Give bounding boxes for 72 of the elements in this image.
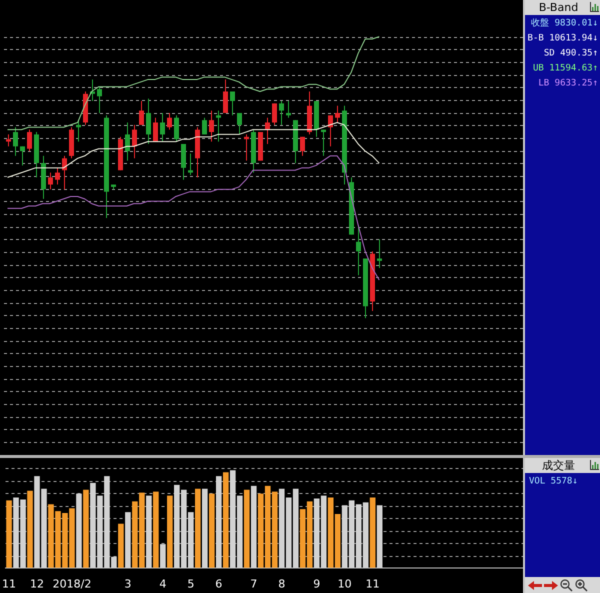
candlestick — [181, 143, 186, 180]
candlestick — [55, 167, 60, 186]
x-tick-label: 11 — [2, 577, 16, 590]
bar — [208, 494, 215, 568]
bar — [195, 488, 201, 568]
candlestick — [139, 100, 144, 126]
text: 成交量 — [542, 458, 575, 472]
candlestick — [27, 129, 32, 152]
text: B-B 10613.94↓ — [528, 33, 598, 44]
candlestick — [356, 224, 361, 276]
text: B-Band — [538, 0, 578, 14]
bar — [250, 486, 257, 568]
x-tick-label: 7 — [250, 577, 258, 590]
x-tick-label: 8 — [278, 577, 286, 590]
bar — [216, 476, 222, 568]
x-tick-label: 2018/2 — [52, 577, 92, 590]
candlestick — [377, 238, 382, 269]
x-tick-label: 3 — [124, 577, 132, 590]
text: SD 490.35↑ — [544, 48, 598, 58]
bar — [83, 490, 89, 568]
x-tick-label: 6 — [215, 577, 222, 590]
candlestick — [279, 100, 284, 126]
x-tick-label: 5 — [187, 577, 194, 590]
bar — [125, 512, 131, 568]
candlestick — [223, 79, 228, 114]
bar — [370, 498, 376, 568]
bar — [27, 490, 33, 568]
text: VOL 5578↓ — [529, 476, 578, 486]
candlestick — [321, 129, 326, 156]
bar — [118, 524, 124, 568]
candlestick — [209, 110, 214, 142]
candlestick — [48, 172, 53, 190]
text: LB 9633.25↑ — [538, 78, 598, 88]
candlestick — [272, 102, 277, 126]
candlestick — [20, 146, 25, 166]
candlestick — [286, 100, 291, 118]
x-tick-label: 4 — [159, 577, 166, 590]
candlestick — [300, 136, 305, 156]
candlestick — [188, 153, 193, 176]
candlestick — [6, 134, 11, 147]
candlestick — [160, 112, 165, 142]
x-tick-label: 10 — [338, 577, 352, 590]
candlestick — [97, 86, 102, 114]
candlestick — [174, 114, 179, 142]
text: 收盤 9830.01↓ — [531, 17, 598, 28]
candlestick — [202, 117, 207, 135]
bar — [222, 472, 229, 568]
bar — [376, 505, 382, 568]
x-tick-label: 11 — [366, 577, 380, 590]
bar — [167, 496, 173, 568]
candlestick — [265, 117, 270, 144]
candlestick — [328, 114, 333, 147]
candlestick — [237, 112, 242, 135]
candlestick — [146, 98, 151, 144]
x-tick-label: 9 — [313, 577, 320, 590]
bar — [146, 496, 152, 568]
bar — [6, 500, 12, 568]
candlestick — [76, 120, 81, 142]
candlestick — [153, 117, 158, 142]
bar — [160, 544, 166, 568]
candlestick — [335, 105, 340, 123]
candlestick — [230, 90, 235, 116]
candlestick — [13, 126, 18, 156]
bar — [202, 488, 208, 568]
bar — [244, 490, 250, 568]
x-tick-label: 12 — [30, 577, 44, 590]
bar — [153, 492, 159, 568]
text: UB 11594.63↑ — [532, 63, 598, 74]
candlestick — [132, 124, 137, 159]
bar — [76, 494, 82, 568]
candlestick — [167, 112, 172, 130]
candlestick — [125, 122, 130, 162]
